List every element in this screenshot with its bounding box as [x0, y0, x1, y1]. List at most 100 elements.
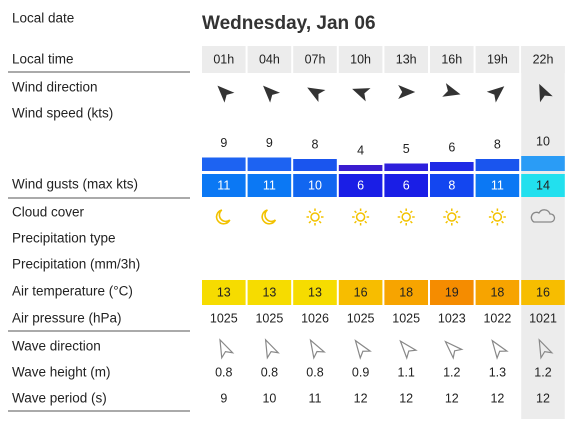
pressure: 1026	[301, 311, 329, 325]
wind-speed-bar	[475, 159, 520, 171]
temperature: 18	[399, 285, 413, 299]
cloud-icon	[488, 208, 506, 226]
wave-period: 12	[399, 391, 413, 405]
temp-cell	[293, 280, 337, 305]
wind-arrow-shape	[263, 85, 281, 103]
wave-arrow-shape	[264, 338, 280, 360]
temp-cell	[202, 280, 246, 305]
gust-cell	[202, 174, 246, 197]
date: Wednesday, Jan 06	[202, 13, 376, 34]
wind-arrow-shape	[307, 87, 326, 103]
cloud-icon	[443, 208, 461, 226]
wave-height: 0.8	[306, 365, 323, 379]
sun	[355, 212, 366, 222]
wave-arrow	[264, 338, 280, 360]
pressure: 1025	[255, 311, 283, 325]
sun	[401, 212, 411, 222]
wind-gust: 11	[491, 178, 504, 192]
sun-ray	[318, 210, 322, 214]
wind-speed: 9	[266, 136, 273, 150]
wind-gust: 6	[403, 178, 410, 192]
wind-speed: 6	[448, 140, 455, 154]
sun-ray	[364, 210, 368, 214]
wind-arrow	[217, 85, 235, 103]
temperature: 18	[490, 285, 504, 299]
wind-gust: 10	[308, 178, 322, 192]
pressure: 1023	[438, 311, 466, 325]
wave-arrow-shape	[538, 338, 554, 360]
sun-ray	[308, 220, 312, 224]
wind-speed-bar	[430, 162, 474, 171]
sun-ray	[490, 210, 494, 214]
row-label: Cloud cover	[12, 205, 85, 220]
temp-cell	[430, 280, 474, 305]
wind-arrow-shape	[352, 88, 371, 102]
wind-arrow	[539, 83, 553, 103]
date-label: Local date	[12, 11, 74, 26]
sun-ray	[445, 220, 449, 224]
wave-height: 1.1	[398, 365, 415, 379]
gust-cell	[475, 174, 520, 197]
temp-cell	[338, 280, 383, 305]
wind-arrow-shape	[217, 85, 235, 103]
sun	[447, 212, 457, 222]
wave-height: 1.3	[489, 365, 506, 379]
wave-arrow-shape	[309, 338, 326, 360]
wind-speed: 5	[403, 142, 410, 156]
row-label: Wind direction	[12, 80, 98, 95]
temp-cell	[247, 280, 292, 305]
sun-ray	[455, 220, 459, 224]
cloud-icon	[306, 208, 324, 226]
wind-gust: 8	[448, 178, 455, 192]
wave-period: 12	[536, 391, 550, 405]
wind-gust: 6	[357, 178, 364, 192]
wind-speed-bar	[384, 163, 428, 171]
wind-speed: 10	[536, 134, 550, 148]
wind-speed-bar	[247, 157, 292, 171]
wave-height: 0.9	[352, 365, 369, 379]
pressure: 1025	[347, 311, 375, 325]
cloud-icon	[352, 208, 370, 226]
sun-ray	[364, 220, 368, 224]
wave-arrow	[309, 338, 326, 360]
wave-arrow	[354, 339, 372, 360]
wind-gust: 14	[536, 178, 550, 192]
row-label: Wave period (s)	[12, 391, 107, 406]
sun-ray	[318, 220, 322, 224]
sun-ray	[501, 210, 504, 214]
time: 22h	[533, 52, 554, 66]
wind-gust: 11	[217, 178, 230, 192]
wave-period: 11	[309, 391, 322, 405]
sun-ray	[399, 210, 403, 214]
temp-cell	[475, 280, 520, 305]
row-label: Precipitation (mm/3h)	[12, 257, 140, 272]
wave-height: 0.8	[215, 365, 232, 379]
wave-height: 1.2	[443, 365, 460, 379]
moon	[261, 209, 277, 225]
wave-arrow-shape	[399, 339, 418, 360]
sun-ray	[354, 220, 357, 224]
wave-arrow	[444, 340, 464, 360]
row-label: Wave height (m)	[12, 365, 111, 380]
sun-ray	[308, 210, 312, 214]
sun-ray	[455, 210, 459, 214]
wind-speed: 9	[220, 136, 227, 150]
temp-cell	[384, 280, 428, 305]
temperature: 13	[217, 285, 231, 299]
wave-period: 12	[445, 391, 459, 405]
row-label: Wind gusts (max kts)	[12, 177, 138, 192]
sun-ray	[354, 210, 357, 214]
sun-ray	[399, 220, 403, 224]
pressure: 1025	[392, 311, 420, 325]
time-cell	[430, 46, 474, 73]
time: 04h	[259, 52, 280, 66]
sun-ray	[409, 220, 413, 224]
gust-cell	[247, 174, 292, 197]
cloud	[530, 209, 556, 223]
time-cell	[202, 46, 246, 73]
wave-arrow-shape	[491, 339, 509, 360]
row-label: Precipitation type	[12, 231, 116, 246]
wind-arrow-shape	[398, 85, 416, 99]
wind-speed-bar	[338, 165, 383, 171]
